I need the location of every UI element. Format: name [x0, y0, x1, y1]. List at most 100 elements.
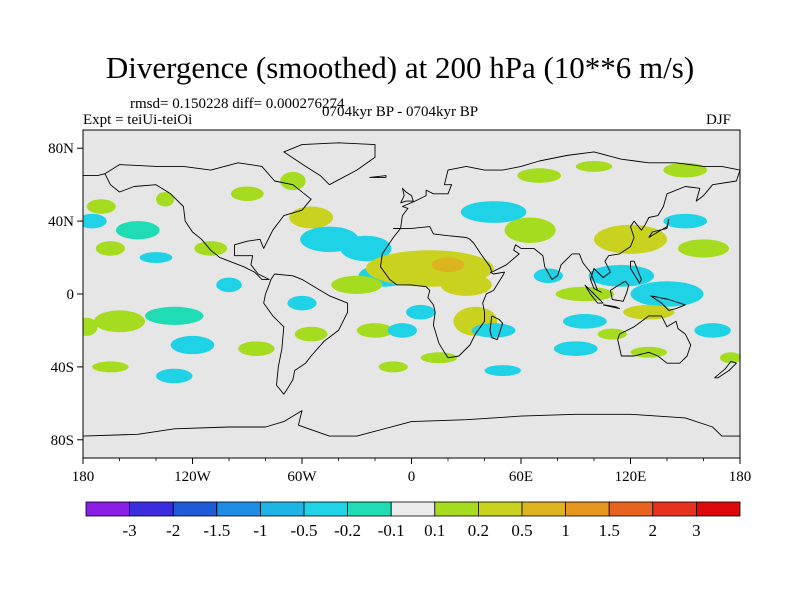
divergence-contour: [356, 323, 394, 338]
colorbar-swatch: [521, 501, 566, 517]
coastline: [650, 295, 686, 311]
divergence-contour: [562, 314, 607, 329]
divergence-contour: [378, 361, 408, 373]
period-label: 0704kyr BP - 0704kyr BP: [322, 104, 479, 120]
lat-tick-label: 40S: [51, 360, 74, 376]
divergence-contour: [471, 323, 516, 338]
colorbar-label: -1: [253, 521, 267, 540]
coastline: [83, 173, 106, 177]
colorbar-label: 0.1: [424, 521, 445, 540]
colorbar-label: 2: [649, 521, 658, 540]
lat-tick-label: 80N: [48, 141, 74, 157]
map-axes: 80N 40N 0 40S 80S 180 120W 60W 0 60E 120E 180: [48, 141, 751, 485]
divergence-contour: [663, 213, 708, 229]
divergence-contour: [623, 304, 675, 320]
coastline: [489, 315, 504, 341]
divergence-contour: [230, 186, 264, 202]
colorbar-swatch: [259, 501, 305, 517]
divergence-contour: [294, 326, 328, 342]
colorbar-label: 0.5: [511, 521, 532, 540]
lon-tick-label: 0: [408, 469, 416, 485]
colorbar-swatch: [608, 501, 654, 517]
divergence-contour: [555, 286, 615, 302]
divergence-contour: [83, 213, 107, 229]
divergence-contour: [460, 201, 527, 223]
colorbar-label: 1: [561, 521, 570, 540]
coastline: [617, 315, 692, 364]
lon-tick-label: 120W: [174, 469, 212, 485]
colorbar-swatch: [565, 501, 610, 517]
divergence-contour: [216, 277, 242, 293]
coastline: [393, 169, 740, 293]
coastline: [263, 273, 349, 395]
colorbar-label: 0.2: [468, 521, 489, 540]
divergence-contour: [630, 281, 704, 307]
coastline: [283, 142, 376, 186]
colorbar-swatch: [216, 501, 261, 517]
divergence-contour: [677, 239, 730, 258]
divergence-contour: [440, 273, 492, 296]
divergence-contour: [83, 317, 98, 336]
coastline: [603, 304, 620, 310]
divergence-contour: [719, 352, 740, 364]
divergence-contour: [280, 171, 306, 191]
colorbar-swatch: [652, 501, 697, 517]
coastline: [630, 260, 642, 284]
colorbar-swatch: [696, 501, 741, 517]
divergence-contour: [92, 361, 129, 373]
lon-tick-label: 180: [72, 469, 95, 485]
experiment-label: Expt = teiUi-teiOi: [83, 112, 193, 128]
colorbar-swatch: [303, 501, 348, 517]
divergence-contour: [594, 224, 667, 254]
coastline: [400, 187, 414, 204]
divergence-contour: [194, 241, 228, 256]
divergence-field: [83, 160, 740, 384]
divergence-contour: [139, 252, 173, 264]
divergence-contour: [694, 323, 731, 338]
divergence-contour: [663, 162, 708, 178]
lat-tick-label: 0: [67, 287, 75, 303]
colorbar-label: -1.5: [203, 521, 230, 540]
divergence-contour: [331, 275, 383, 294]
colorbar-swatch: [390, 501, 436, 517]
coastline: [609, 280, 630, 302]
divergence-contour: [406, 304, 436, 320]
coastline: [584, 284, 604, 304]
colorbar-label: -0.2: [334, 521, 361, 540]
divergence-contour: [517, 168, 562, 183]
colorbar-label: 1.5: [599, 521, 620, 540]
coastline: [369, 175, 387, 178]
lon-tick-label: 60W: [287, 469, 317, 485]
colorbar-swatch: [129, 501, 174, 517]
colorbar-swatch: [434, 501, 479, 517]
divergence-contour: [504, 217, 556, 243]
lat-tick-label: 40N: [48, 214, 74, 230]
season-label: DJF: [706, 112, 732, 128]
colorbar: -3 -2 -1.5 -1 -0.5 -0.2 -0.1 0.1 0.2 0.5 1 1.5 2 3: [85, 501, 741, 540]
divergence-contour: [533, 268, 563, 284]
divergence-contour: [156, 191, 175, 207]
colorbar-label: -3: [123, 521, 137, 540]
colorbar-swatch: [347, 501, 392, 517]
divergence-contour: [289, 206, 334, 229]
divergence-contour: [287, 295, 317, 311]
coastline: [393, 151, 740, 229]
colorbar-swatch: [477, 501, 523, 517]
divergence-contour: [553, 341, 598, 356]
divergence-contour: [597, 328, 627, 340]
colorbar-label: -0.5: [291, 521, 318, 540]
stats-text: rmsd= 0.150228 diff= 0.000276274: [130, 96, 345, 112]
colorbar-label: -0.1: [378, 521, 405, 540]
divergence-contour: [575, 160, 613, 172]
divergence-contour: [93, 310, 146, 333]
colorbar-swatch: [172, 501, 218, 517]
coastline: [380, 228, 506, 359]
divergence-contour: [420, 352, 458, 364]
divergence-contour: [86, 199, 116, 214]
coastline: [648, 218, 670, 238]
colorbar-label: -2: [166, 521, 180, 540]
divergence-contour: [484, 365, 521, 376]
divergence-contour: [340, 235, 392, 262]
divergence-contour: [156, 368, 193, 384]
